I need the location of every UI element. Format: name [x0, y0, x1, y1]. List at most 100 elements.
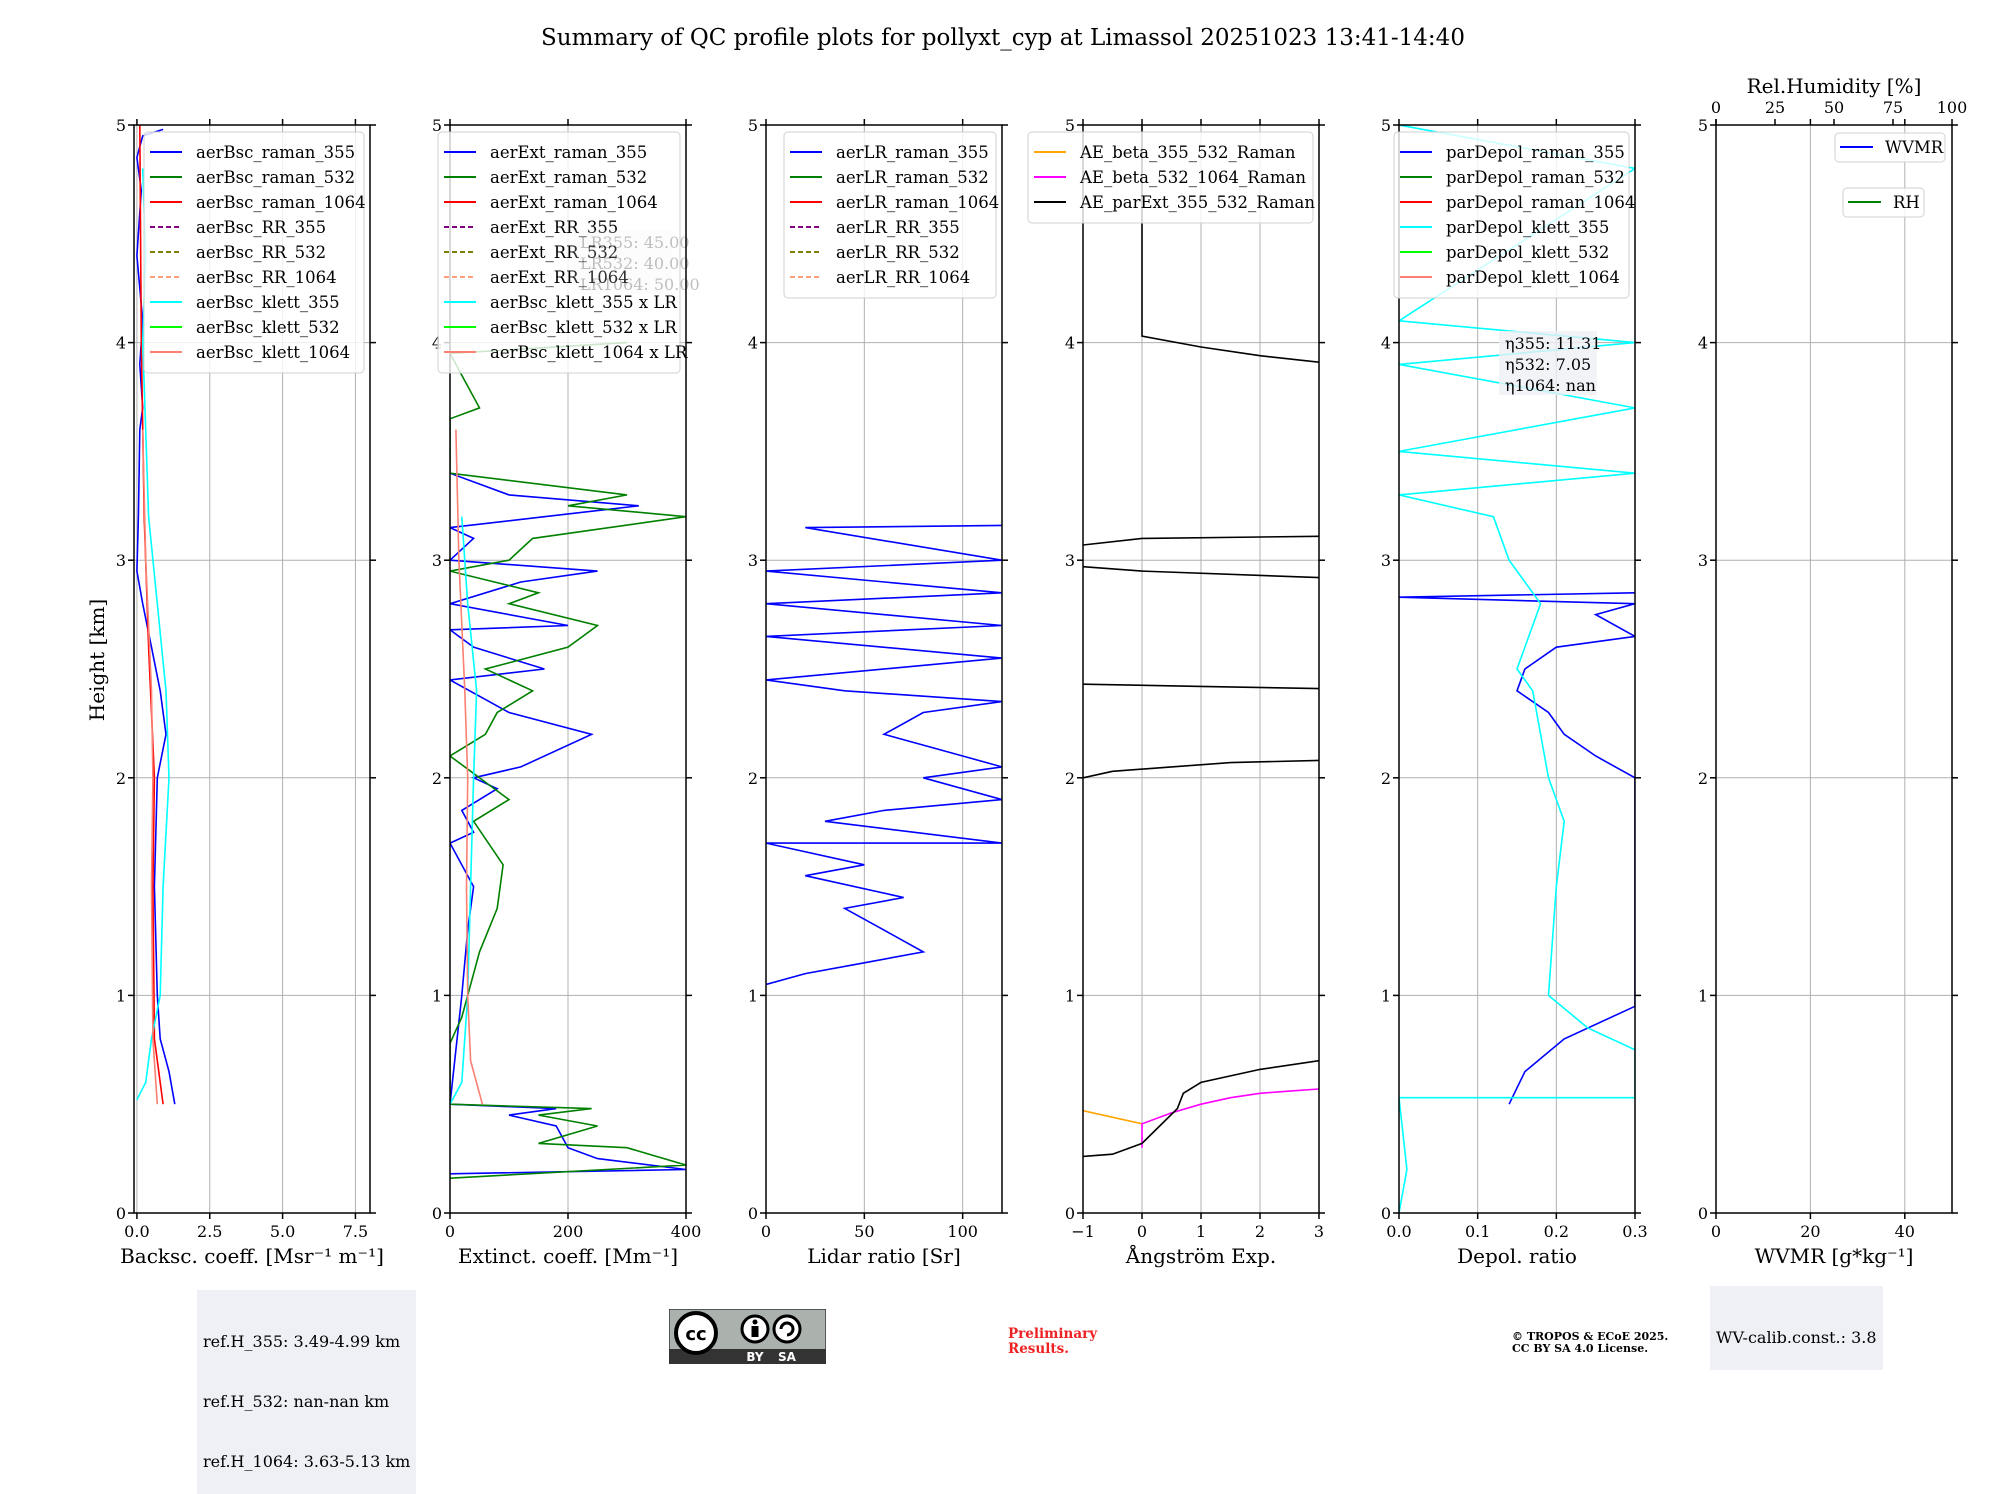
x-tick-label: −1	[1071, 1222, 1095, 1241]
axes-frame	[1715, 124, 1953, 1214]
legend-label: parDepol_klett_532	[1446, 243, 1609, 262]
x-axis-label: Backsc. coeff. [Msr⁻¹ m⁻¹]	[120, 1244, 384, 1268]
x-tick-label: 200	[553, 1222, 584, 1241]
y-tick-label: 4	[1065, 334, 1075, 353]
y-tick-label: 5	[1381, 116, 1391, 135]
y-tick-label: 2	[1065, 769, 1075, 788]
wv-calibration-constant: WV-calib.const.: 3.8	[1716, 1328, 1877, 1347]
axes-frame	[765, 124, 1003, 1214]
legend-label: aerExt_raman_532	[490, 168, 647, 187]
x-tick-label: 0.0	[124, 1222, 149, 1241]
x-tick-label: 1	[1196, 1222, 1206, 1241]
top-x-tick-label: 25	[1765, 98, 1785, 117]
annotation-line: η355: 11.31	[1505, 334, 1601, 353]
legend: AE_beta_355_532_Raman AE_beta_532_1064_Ra…	[1027, 131, 1315, 224]
y-tick-label: 1	[1698, 986, 1708, 1005]
y-tick-label: 3	[1065, 551, 1075, 570]
reference-height-box: ref.H_355: 3.49-4.99 km ref.H_532: nan-n…	[197, 1290, 417, 1494]
cc-by-sa-badge: cc BY SA	[669, 1309, 826, 1364]
x-tick-label: 0	[1711, 1222, 1721, 1241]
series-line-ae-beta-355-532-raman	[1083, 1109, 1143, 1125]
ref-height-532: ref.H_532: nan-nan km	[203, 1392, 390, 1411]
series-line-ae-parext-355-532-raman-3km-	[1083, 565, 1319, 579]
x-tick-label: 0.0	[1386, 1222, 1411, 1241]
annotation-line: LR355: 45.00	[580, 233, 690, 252]
x-tick-label: 0.2	[1544, 1222, 1569, 1241]
y-axis-label: Height [km]	[85, 599, 109, 721]
legend-label: aerBsc_RR_1064	[196, 268, 337, 287]
legend-label: aerBsc_raman_1064	[196, 193, 366, 212]
series-line-aerlr-raman-355	[766, 524, 1002, 986]
axes-frame	[1398, 124, 1636, 1214]
series-line-ae-parext-355-532-raman-2-4km-	[1083, 683, 1319, 690]
y-tick-label: 5	[116, 116, 126, 135]
x-tick-label: 0	[445, 1222, 455, 1241]
legend-label: AE_parExt_355_532_Raman	[1079, 193, 1315, 212]
figure: Summary of QC profile plots for pollyxt_…	[85, 25, 1967, 1268]
annotation-box: η355: 11.31 η532: 7.05 η1064: nan	[1499, 331, 1601, 395]
legend-box	[437, 131, 681, 374]
legend-label: aerBsc_klett_355	[196, 293, 340, 312]
x-axis-label: WVMR [g*kg⁻¹]	[1755, 1244, 1914, 1268]
legend-label: aerBsc_klett_532	[196, 318, 340, 337]
x-tick-label: 40	[1895, 1222, 1915, 1241]
legend-label: aerLR_raman_532	[836, 168, 989, 187]
y-tick-label: 2	[432, 769, 442, 788]
x-tick-label: 3	[1314, 1222, 1324, 1241]
legend-label: aerLR_raman_1064	[836, 193, 999, 212]
y-tick-label: 3	[116, 551, 126, 570]
y-tick-label: 1	[432, 986, 442, 1005]
legend-label: aerLR_RR_355	[836, 218, 960, 237]
legend-label: parDepol_raman_355	[1446, 143, 1625, 162]
y-tick-label: 0	[432, 1204, 442, 1223]
legend-label: aerExt_raman_355	[490, 143, 647, 162]
legend-box	[143, 131, 365, 374]
legend-label: aerExt_RR_355	[490, 218, 618, 237]
legend: aerBsc_raman_355 aerBsc_raman_532 aerBsc_r…	[143, 131, 366, 374]
x-tick-label: 50	[854, 1222, 874, 1241]
y-tick-label: 2	[1381, 769, 1391, 788]
legend-label: aerBsc_klett_355 x LR	[490, 293, 677, 312]
y-tick-label: 3	[1381, 551, 1391, 570]
copyright-line-1: © TROPOS & ECoE 2025.	[1512, 1330, 1669, 1343]
series-line-ae-parext-355-532-raman-4km-	[1141, 125, 1319, 363]
y-tick-label: 2	[116, 769, 126, 788]
x-axis-label: Extinct. coeff. [Mm⁻¹]	[458, 1244, 678, 1268]
panel-ext: 0 200 400 0 1 2 3 4 5 Extinct. coeff. [Mm⁻¹] aerEx…	[432, 116, 701, 1268]
series-line-aerbsc-klett-355	[136, 168, 170, 1101]
wv-calibration-box: WV-calib.const.: 3.8	[1710, 1286, 1883, 1370]
preliminary-line-2: Results.	[1008, 1341, 1069, 1357]
legend-label: parDepol_klett_355	[1446, 218, 1609, 237]
y-tick-label: 0	[1698, 1204, 1708, 1223]
y-tick-label: 5	[1698, 116, 1708, 135]
top-x-tick-label: 100	[1937, 98, 1968, 117]
y-tick-label: 5	[432, 116, 442, 135]
y-tick-label: 0	[1065, 1204, 1075, 1223]
annotation-line: η1064: nan	[1505, 376, 1596, 395]
x-tick-label: 400	[671, 1222, 702, 1241]
legend-label: aerLR_RR_532	[836, 243, 960, 262]
annotation-line: η532: 7.05	[1505, 355, 1591, 374]
x-tick-label: 0.1	[1465, 1222, 1490, 1241]
legend-box	[783, 131, 997, 299]
y-tick-label: 4	[1381, 334, 1391, 353]
x-axis-label: Lidar ratio [Sr]	[807, 1244, 961, 1268]
ref-height-355: ref.H_355: 3.49-4.99 km	[203, 1332, 401, 1351]
panel-wv: 0 20 40 0 1 2 3 4 5 WVMR [g*kg⁻¹] 0 25 50 75 100 Rel.Hu…	[1698, 74, 1967, 1268]
series-line-aerbsc-klett-1064-x-lr	[455, 429, 484, 1105]
series-line-ae-beta-532-1064-raman	[1141, 1088, 1319, 1148]
panel-depol: 0.0 0.1 0.2 0.3 0 1 2 3 4 5 Depol. ratio parDepol_r…	[1381, 116, 1648, 1268]
annotation-bg	[574, 230, 672, 294]
x-tick-label: 5.0	[270, 1222, 295, 1241]
ref-height-1064: ref.H_1064: 3.63-5.13 km	[203, 1452, 411, 1471]
legend: aerExt_raman_355 aerExt_raman_532 aerExt_r…	[437, 131, 688, 374]
top-x-tick-label: 75	[1883, 98, 1903, 117]
y-tick-label: 1	[1065, 986, 1075, 1005]
series-line-aerbsc-klett-1064	[141, 429, 159, 1105]
y-tick-label: 3	[748, 551, 758, 570]
legend-label: aerBsc_RR_355	[196, 218, 326, 237]
series-group	[136, 125, 176, 1105]
y-tick-label: 1	[1381, 986, 1391, 1005]
y-tick-label: 2	[1698, 769, 1708, 788]
legend-box	[1834, 132, 1946, 163]
